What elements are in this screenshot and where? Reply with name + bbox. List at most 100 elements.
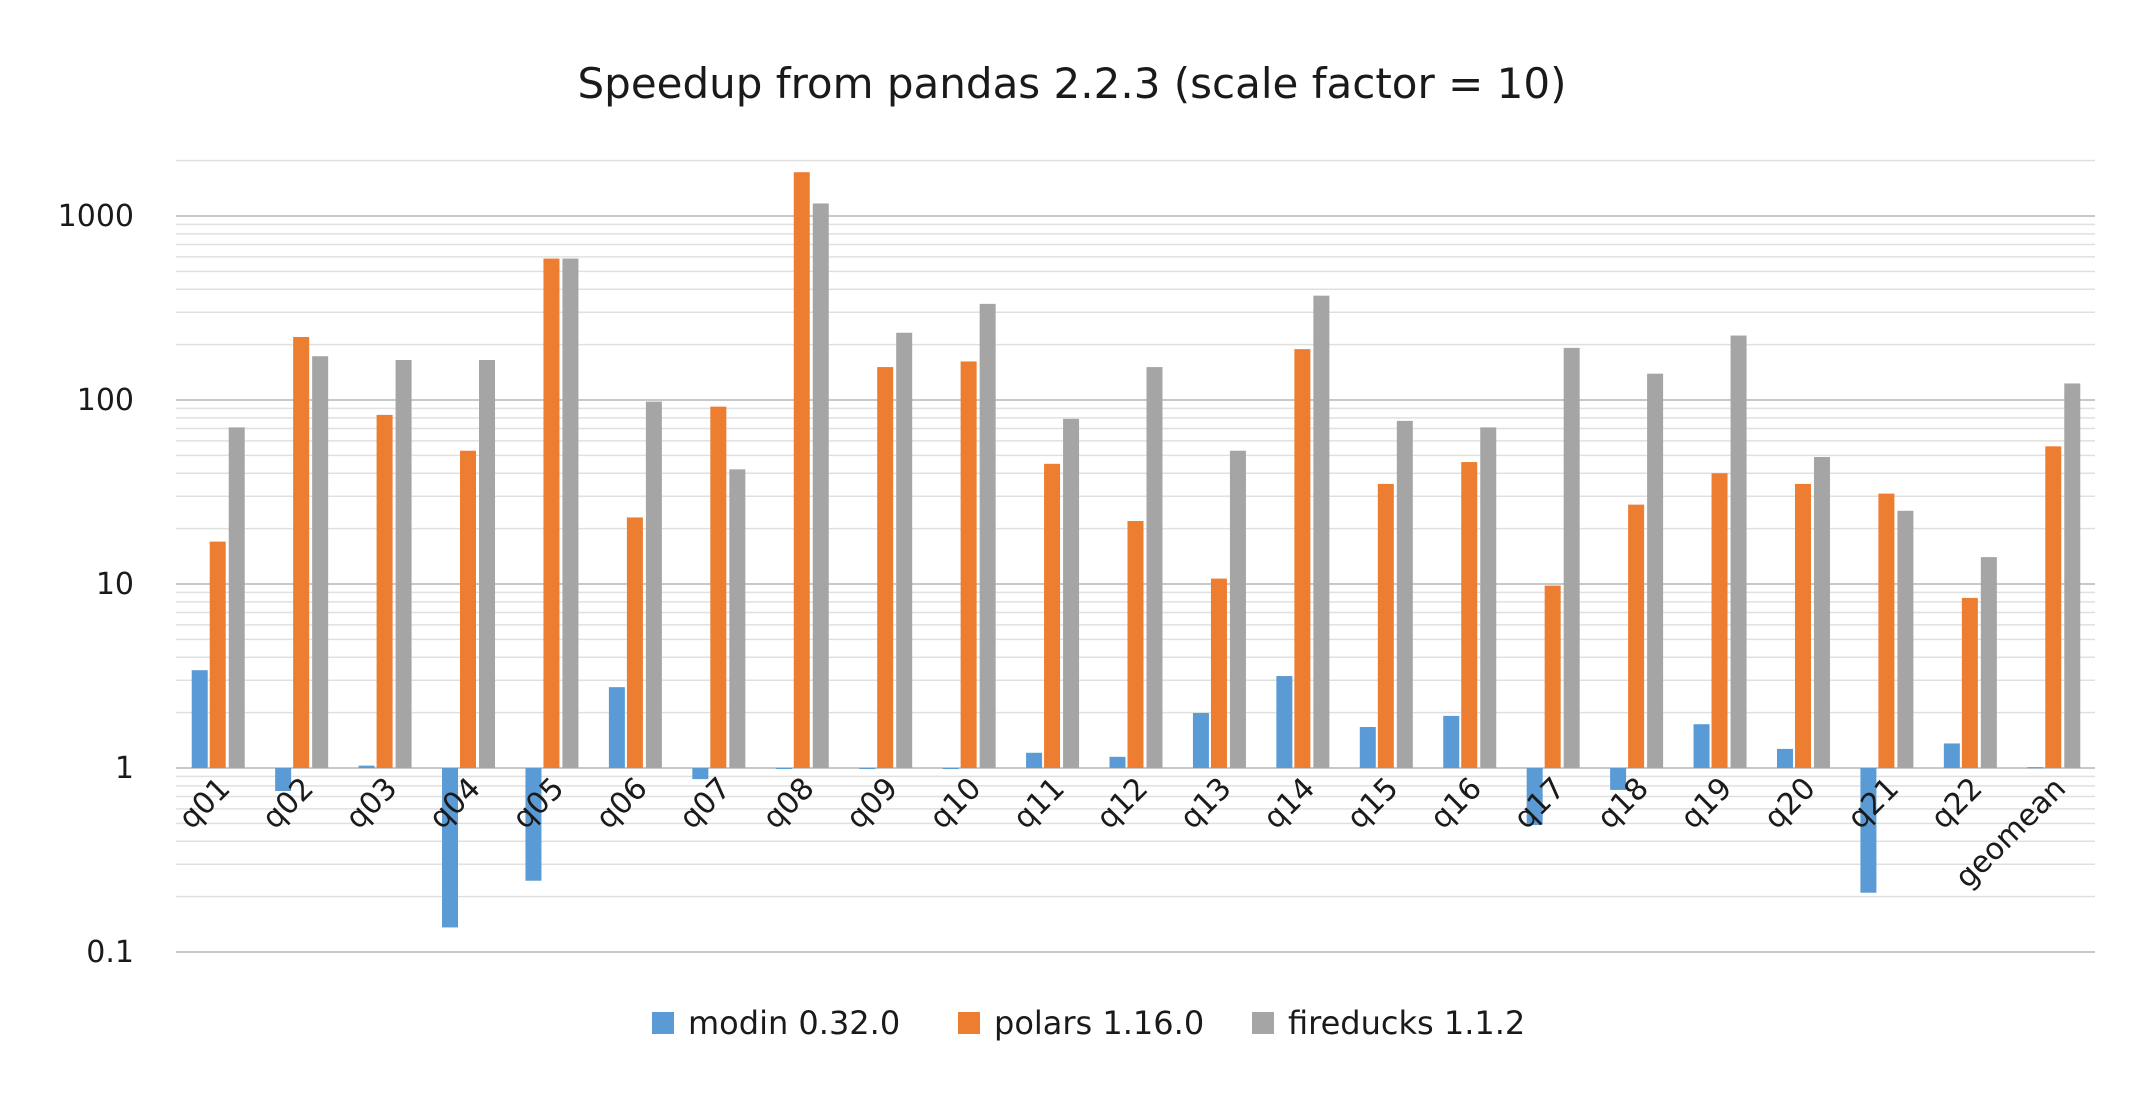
bar-polars-q20 — [1794, 483, 1811, 768]
bar-modin-q05 — [525, 768, 542, 881]
bar-polars-q21 — [1878, 493, 1895, 768]
bar-modin-q10 — [942, 768, 959, 769]
legend-label: fireducks 1.1.2 — [1288, 1004, 1525, 1042]
bar-polars-q01 — [209, 541, 226, 768]
bar-polars-q22 — [1961, 597, 1978, 768]
x-tick-label: q04 — [422, 771, 487, 836]
legend: modin 0.32.0 polars 1.16.0 fireducks 1.1.2 — [652, 1004, 1525, 1042]
x-tick-label: q19 — [1674, 771, 1739, 836]
bar-fireducks-q20 — [1813, 457, 1830, 768]
bar-fireducks-q21 — [1897, 510, 1914, 768]
x-tick-label: q13 — [1173, 771, 1238, 836]
bar-modin-q01 — [191, 670, 208, 768]
bar-fireducks-geomean — [2064, 383, 2081, 768]
x-tick-label: q03 — [339, 771, 404, 836]
legend-swatch — [958, 1012, 980, 1034]
legend-label: modin 0.32.0 — [688, 1004, 900, 1042]
x-tick-label: q12 — [1090, 771, 1155, 836]
bar-polars-q19 — [1711, 473, 1728, 768]
x-tick-label: q06 — [589, 771, 654, 836]
bar-modin-q08 — [775, 768, 792, 769]
bar-polars-q10 — [960, 361, 977, 768]
bar-fireducks-q08 — [812, 203, 829, 768]
bar-modin-q21 — [1860, 768, 1877, 893]
x-tick-label: q15 — [1340, 771, 1405, 836]
bar-modin-q15 — [1359, 727, 1376, 768]
x-tick-label: q11 — [1007, 771, 1072, 836]
bar-polars-q03 — [376, 414, 393, 768]
bar-modin-q12 — [1109, 756, 1126, 768]
bar-polars-q13 — [1210, 578, 1227, 768]
bar-fireducks-q05 — [562, 258, 579, 768]
bar-modin-q17 — [1526, 768, 1543, 826]
bar-modin-q22 — [1943, 743, 1960, 768]
bar-polars-q08 — [793, 172, 810, 768]
bar-fireducks-q04 — [479, 359, 496, 768]
x-tick-label: q22 — [1924, 771, 1989, 836]
bar-modin-q04 — [442, 768, 459, 928]
bar-fireducks-q17 — [1563, 347, 1580, 768]
x-tick-label: q02 — [256, 771, 321, 836]
y-tick-label: 10 — [96, 567, 134, 602]
bar-fireducks-q02 — [312, 356, 329, 768]
x-tick-label: q01 — [172, 771, 237, 836]
bar-polars-q12 — [1127, 520, 1144, 768]
x-tick-label: q10 — [923, 771, 988, 836]
bar-polars-q04 — [460, 450, 477, 768]
bar-modin-q11 — [1026, 752, 1043, 768]
x-tick-label: q16 — [1424, 771, 1489, 836]
bar-polars-q17 — [1544, 585, 1561, 768]
x-tick-label: q09 — [840, 771, 905, 836]
y-tick-label: 1000 — [58, 199, 134, 234]
bar-fireducks-q09 — [896, 332, 913, 768]
bar-modin-geomean — [2027, 767, 2044, 769]
bar-fireducks-q15 — [1396, 420, 1413, 768]
bar-modin-q06 — [608, 687, 625, 768]
bar-polars-q02 — [293, 336, 310, 768]
bar-polars-q07 — [710, 406, 727, 768]
bar-fireducks-q07 — [729, 469, 746, 768]
x-tick-label: q17 — [1507, 771, 1572, 836]
bar-polars-q09 — [877, 367, 894, 768]
bar-modin-q16 — [1443, 715, 1460, 768]
x-tick-label: q21 — [1841, 771, 1906, 836]
bar-polars-geomean — [2045, 446, 2062, 768]
bar-fireducks-q22 — [1980, 557, 1997, 768]
bar-polars-q15 — [1377, 483, 1394, 768]
legend-label: polars 1.16.0 — [994, 1004, 1204, 1042]
bar-modin-q13 — [1192, 713, 1209, 768]
bar-fireducks-q18 — [1647, 373, 1664, 768]
chart-title: Speedup from pandas 2.2.3 (scale factor … — [578, 59, 1567, 108]
y-tick-label: 100 — [77, 383, 134, 418]
bar-fireducks-q16 — [1480, 427, 1497, 768]
bar-modin-q09 — [859, 768, 876, 769]
bar-fireducks-q10 — [979, 303, 996, 768]
bar-fireducks-q19 — [1730, 335, 1747, 768]
bar-modin-q14 — [1276, 676, 1293, 768]
bar-fireducks-q03 — [395, 359, 412, 768]
bar-polars-q18 — [1628, 504, 1645, 768]
bar-modin-q07 — [692, 768, 709, 780]
bar-polars-q16 — [1461, 462, 1478, 768]
x-tick-label: q07 — [673, 771, 738, 836]
bar-polars-q11 — [1044, 463, 1061, 768]
bar-modin-q18 — [1610, 768, 1627, 790]
y-tick-label: 0.1 — [86, 935, 134, 970]
bar-modin-q20 — [1776, 748, 1793, 768]
bar-fireducks-q06 — [645, 401, 662, 768]
y-axis-ticks: 0.1 1 10 100 1000 — [58, 199, 134, 970]
bar-modin-q03 — [358, 765, 375, 768]
bar-fireducks-q11 — [1063, 418, 1080, 768]
bar-fireducks-q01 — [228, 427, 245, 768]
bar-modin-q02 — [275, 768, 292, 791]
bar-fireducks-q12 — [1146, 367, 1163, 768]
bar-modin-q19 — [1693, 724, 1710, 768]
legend-swatch — [652, 1012, 674, 1034]
x-tick-label: q20 — [1757, 771, 1822, 836]
bars — [191, 172, 2081, 928]
bar-polars-q06 — [626, 517, 643, 768]
bar-fireducks-q14 — [1313, 295, 1330, 768]
x-tick-label: q08 — [756, 771, 821, 836]
x-tick-label: q05 — [506, 771, 571, 836]
